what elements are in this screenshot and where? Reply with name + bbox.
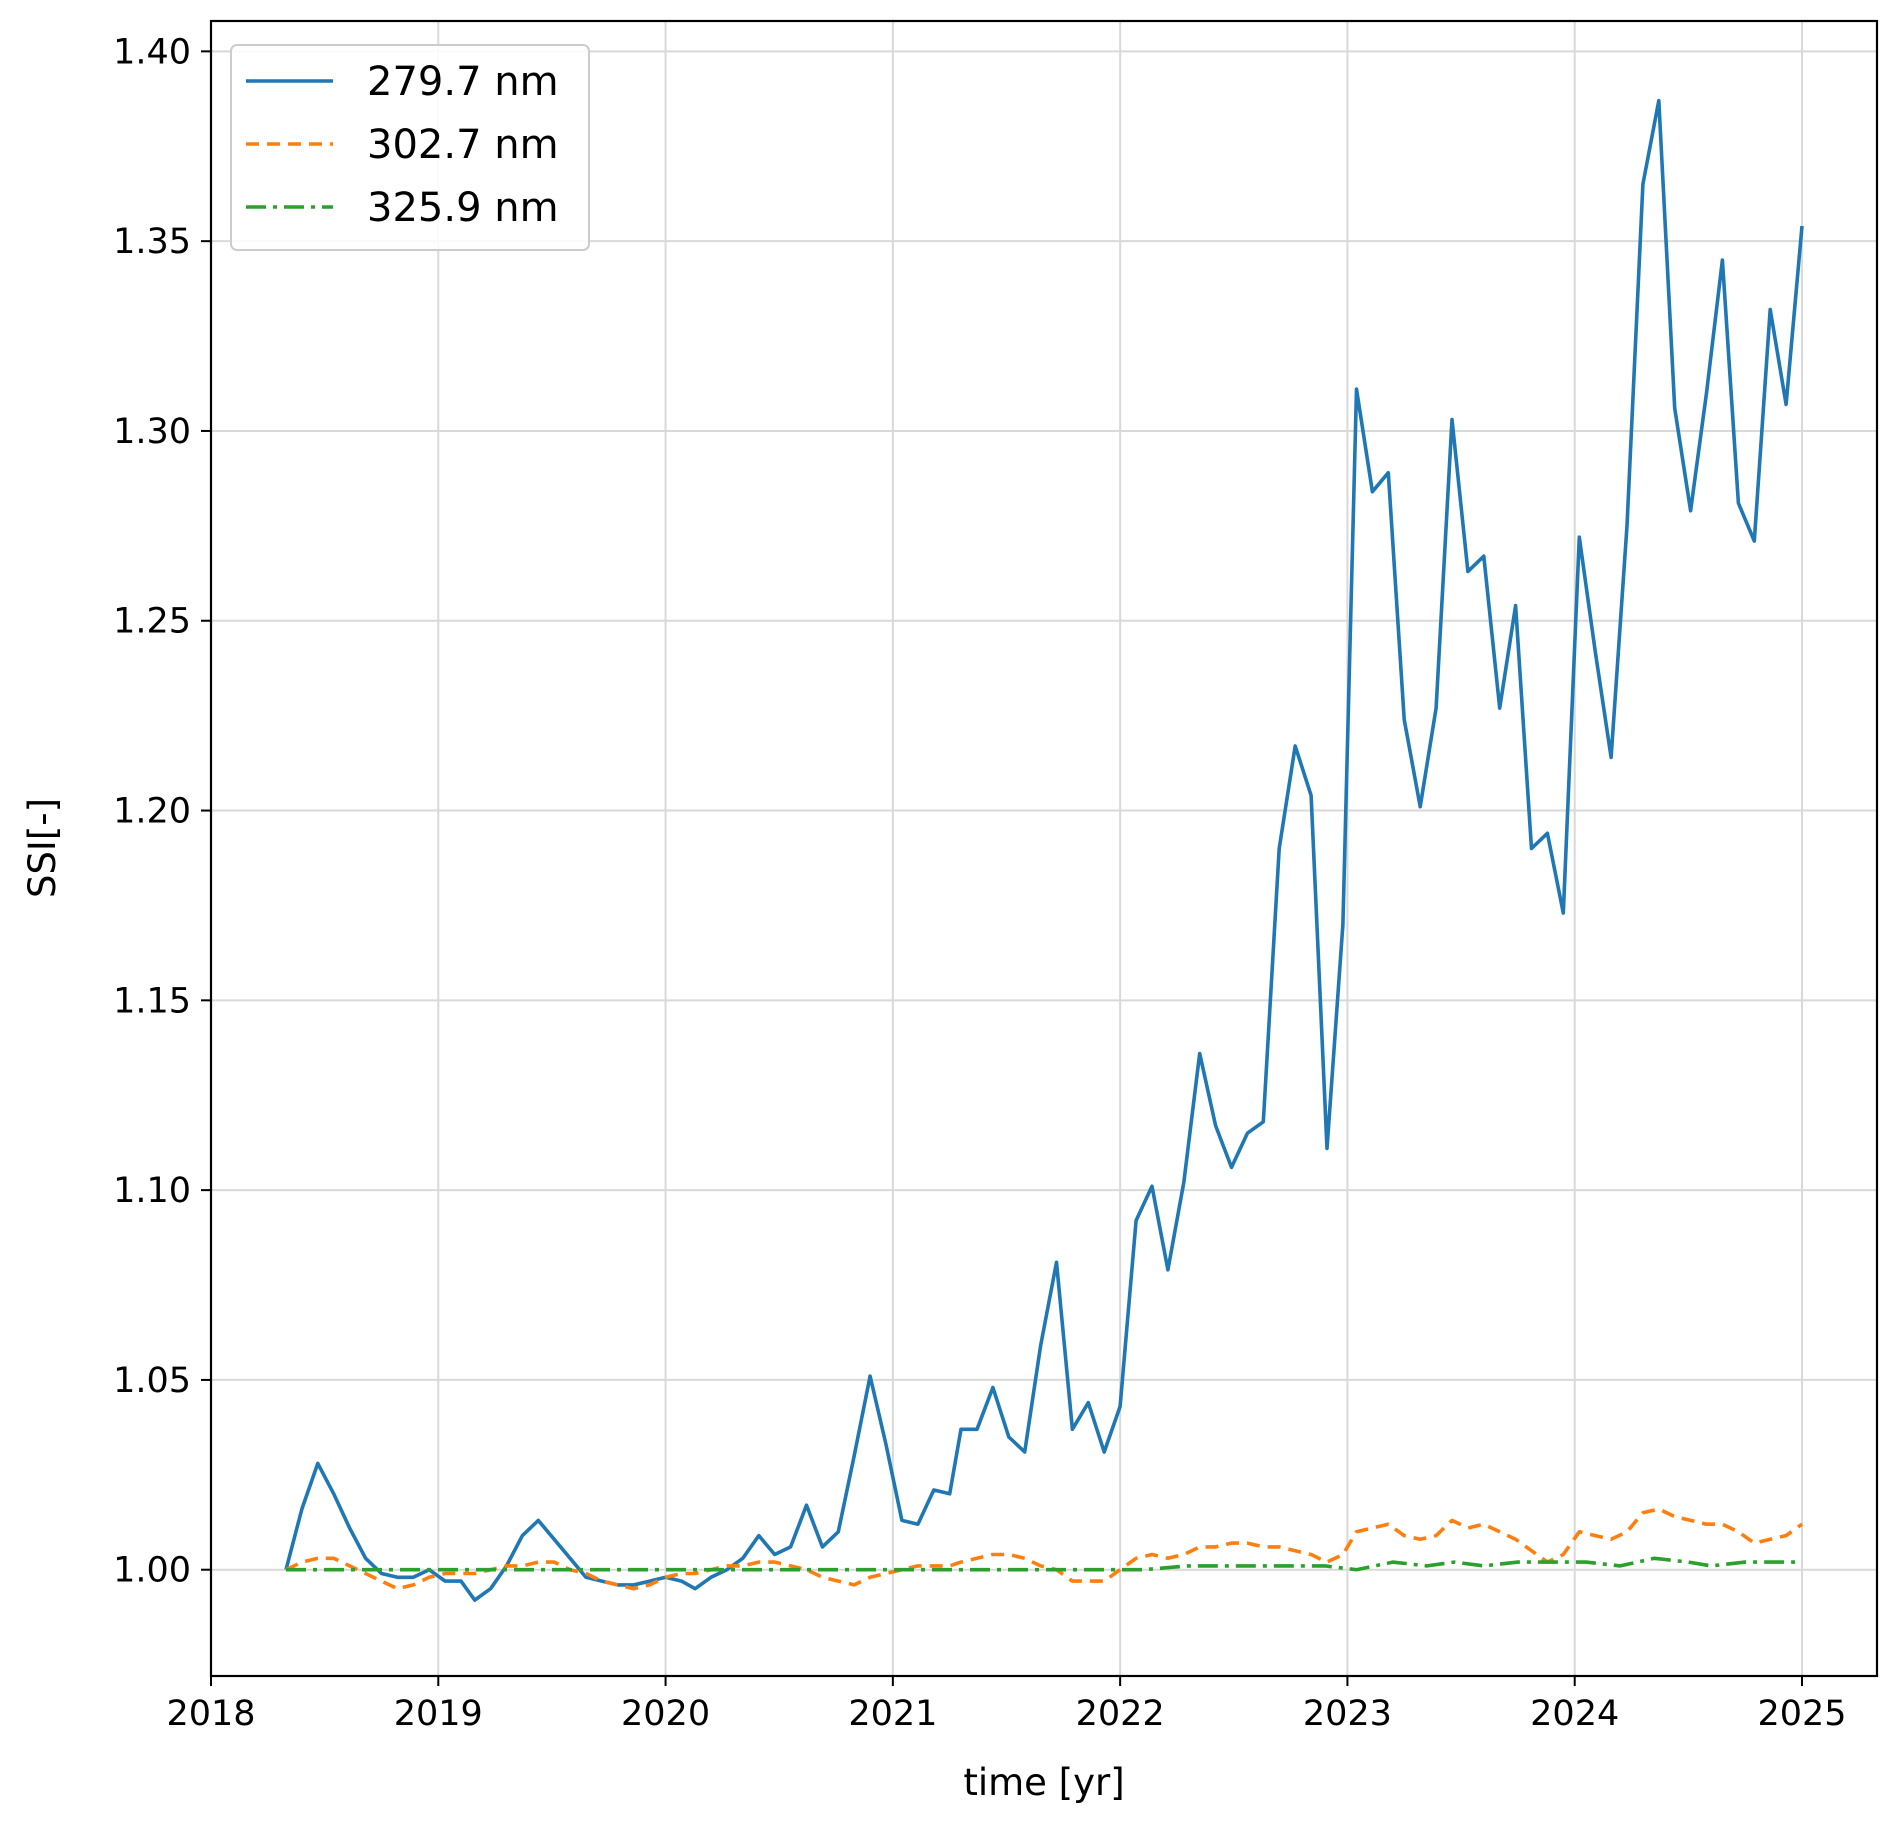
x-tick-label: 2020 — [621, 1694, 710, 1734]
y-tick-label: 1.05 — [113, 1361, 191, 1401]
legend-label-2: 302.7 nm — [367, 122, 559, 168]
series-layer — [284, 98, 1804, 1602]
y-tick-label: 1.15 — [113, 981, 191, 1021]
y-tick-label: 1.25 — [113, 602, 191, 642]
legend-label-1: 279.7 nm — [367, 59, 559, 105]
legend: 279.7 nm 302.7 nm 325.9 nm — [230, 44, 590, 251]
y-ticks: 1.00 1.05 1.10 1.15 1.20 1.25 1.30 1.35 1.40 — [113, 32, 211, 1591]
y-tick-label: 1.20 — [113, 792, 191, 832]
legend-label-3: 325.9 nm — [367, 185, 559, 231]
y-tick-label: 1.30 — [113, 412, 191, 452]
y-tick-label: 1.00 — [113, 1551, 191, 1591]
x-tick-label: 2019 — [394, 1694, 483, 1734]
x-ticks: 2018 2019 2020 2021 2022 2023 2024 2025 — [166, 1676, 1847, 1734]
x-tick-label: 2025 — [1757, 1694, 1846, 1734]
y-tick-label: 1.40 — [113, 32, 191, 72]
x-axis-label: time [yr] — [963, 1761, 1124, 1804]
y-axis-label: SSI[-] — [21, 798, 64, 898]
y-tick-label: 1.10 — [113, 1171, 191, 1211]
legend-frame — [230, 44, 590, 251]
plot-frame — [209, 19, 1879, 1678]
grid — [210, 21, 1877, 1676]
x-tick-label: 2024 — [1530, 1694, 1619, 1734]
y-tick-label: 1.35 — [113, 222, 191, 262]
series-line-1 — [284, 98, 1804, 1602]
x-tick-label: 2021 — [848, 1694, 937, 1734]
series-line-3 — [286, 1556, 1802, 1572]
x-tick-label: 2018 — [166, 1694, 255, 1734]
x-tick-label: 2022 — [1076, 1694, 1165, 1734]
x-tick-label: 2023 — [1303, 1694, 1392, 1734]
